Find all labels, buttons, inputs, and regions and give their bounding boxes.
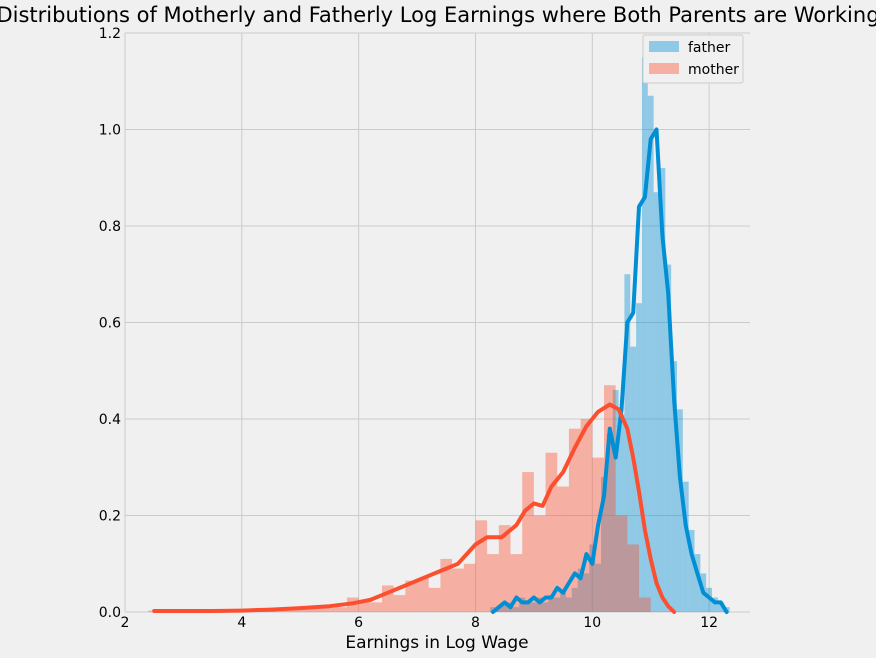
hist-bar-father <box>717 602 724 612</box>
hist-bar-mother <box>463 563 476 612</box>
y-tick-label: 0.6 <box>99 316 121 332</box>
x-axis-label: Earnings in Log Wage <box>345 633 528 653</box>
hist-bar-mother <box>580 419 593 612</box>
hist-bar-father <box>577 568 584 612</box>
hist-bar-father <box>560 592 567 612</box>
x-tick-label: 6 <box>354 615 363 631</box>
hist-bar-mother <box>487 554 499 612</box>
x-tick-label: 2 <box>121 615 130 631</box>
hist-bar-mother <box>545 452 558 612</box>
hist-bar-father <box>601 476 607 612</box>
hist-bar-father <box>665 264 672 612</box>
hist-bar-father <box>641 57 648 612</box>
hist-bar-father <box>571 587 578 612</box>
hist-bar-mother <box>393 595 406 612</box>
x-tick-label: 10 <box>583 615 601 631</box>
hist-bar-father <box>618 414 625 612</box>
hist-bar-mother <box>639 597 651 612</box>
hist-bar-father <box>525 602 531 612</box>
hist-bar-mother <box>358 599 371 612</box>
hist-bar-father <box>647 95 654 613</box>
hist-bar-father <box>694 554 701 612</box>
hist-bar-father <box>589 544 596 612</box>
hist-bar-mother <box>452 568 464 612</box>
hist-bar-father <box>536 597 543 612</box>
hist-bar-mother <box>335 607 347 612</box>
y-tick-label: 1.2 <box>99 26 121 42</box>
hist-bar-mother <box>370 602 383 612</box>
hist-bar-mother <box>428 587 441 612</box>
legend-swatch-mother <box>649 63 679 74</box>
hist-bar-mother <box>522 472 534 612</box>
legend-swatch-father <box>649 41 679 52</box>
grid <box>124 32 750 613</box>
hist-bar-father <box>612 390 619 612</box>
hist-bar-father <box>676 409 683 612</box>
hist-bar-mother <box>382 585 394 612</box>
hist-bar-father <box>554 597 561 612</box>
kde-line-father <box>491 127 729 614</box>
hist-bar-mother <box>627 544 640 612</box>
hist-bar-father <box>513 607 520 612</box>
hist-bar-father <box>583 573 590 612</box>
hist-bar-mother <box>557 486 569 612</box>
legend-label-father: father <box>688 40 730 56</box>
hist-bar-father <box>636 303 642 612</box>
hist-bar-mother <box>300 608 312 612</box>
hist-bar-father <box>712 597 718 612</box>
hist-bar-mother <box>603 385 616 612</box>
hist-bar-father <box>519 597 526 612</box>
hist-bar-father <box>548 597 555 612</box>
x-tick-label: 4 <box>237 615 246 631</box>
hist-bar-mother <box>440 558 453 612</box>
legend: father mother <box>642 34 744 84</box>
hist-bar-father <box>566 597 572 612</box>
hist-bar-father <box>624 274 631 612</box>
hist-bar-mother <box>615 515 628 612</box>
ticks: 2 4 6 8 10 12 0.0 0.2 0.4 0.6 0.8 1.0 1.2 <box>99 26 718 631</box>
y-tick-label: 0.8 <box>99 219 121 235</box>
y-tick-label: 1.0 <box>99 123 121 139</box>
hist-bar-father <box>630 346 637 612</box>
hist-bar-mother <box>323 607 336 612</box>
hist-bar-mother <box>568 428 581 612</box>
y-tick-label: 0.2 <box>99 509 121 525</box>
y-tick-label: 0.4 <box>99 412 121 428</box>
hist-bar-mother <box>533 515 546 612</box>
legend-label-mother: mother <box>688 62 739 78</box>
kde-line-mother <box>152 402 677 614</box>
plot-area <box>148 57 730 614</box>
chart-title: Distributions of Motherly and Fatherly L… <box>0 3 876 27</box>
hist-bar-father <box>682 481 689 612</box>
hist-bar-mother <box>417 578 429 612</box>
hist-bar-father <box>688 529 695 612</box>
hist-bar-father <box>530 602 537 612</box>
hist-bar-father <box>653 192 660 612</box>
hist-bar-father <box>501 602 508 612</box>
x-tick-label: 12 <box>700 615 718 631</box>
hist-bar-father <box>595 563 602 612</box>
hist-bar-father <box>542 602 549 612</box>
hist-bar-mother <box>510 554 523 612</box>
x-tick-label: 8 <box>471 615 480 631</box>
y-tick-label: 0.0 <box>99 605 121 621</box>
hist-bar-mother <box>475 520 488 612</box>
hist-bar-father <box>659 168 666 612</box>
hist-bar-mother <box>311 607 324 612</box>
hist-bar-father <box>606 433 613 612</box>
hist-bar-father <box>671 361 677 612</box>
hist-bar-mother <box>405 580 418 612</box>
legend-frame <box>642 34 744 84</box>
hist-bar-mother <box>498 525 511 612</box>
